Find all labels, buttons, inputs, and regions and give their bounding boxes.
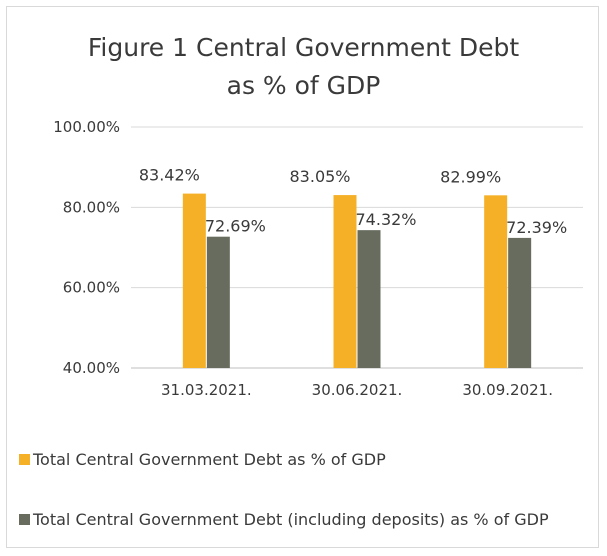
- y-tick-label: 60.00%: [63, 279, 120, 297]
- data-label: 72.39%: [506, 218, 567, 237]
- bar: [333, 195, 357, 368]
- legend-item-total-debt: Total Central Government Debt as % of GD…: [19, 449, 594, 470]
- chart-title: Figure 1 Central Government Debt as % of…: [87, 33, 520, 100]
- y-tick-label: 80.00%: [63, 198, 120, 216]
- data-label: 83.05%: [290, 167, 351, 186]
- bars: [182, 193, 532, 368]
- bar: [357, 230, 381, 368]
- legend-label-total-debt: Total Central Government Debt as % of GD…: [33, 450, 386, 469]
- x-tick-label: 30.06.2021.: [312, 381, 403, 399]
- legend-label-debt-including-deposits: Total Central Government Debt (including…: [33, 510, 549, 529]
- x-axis-ticks: 31.03.2021. 30.06.2021. 30.09.2021.: [161, 381, 553, 399]
- data-label: 74.32%: [356, 210, 417, 229]
- data-label: 72.69%: [205, 217, 266, 236]
- x-tick-label: 31.03.2021.: [161, 381, 252, 399]
- bar: [206, 236, 230, 368]
- y-tick-label: 100.00%: [53, 118, 120, 136]
- gridlines: [131, 126, 583, 369]
- data-label: 83.42%: [139, 166, 200, 185]
- legend-swatch-total-debt: [19, 454, 30, 465]
- bar: [182, 193, 206, 368]
- legend-item-debt-including-deposits: Total Central Government Debt (including…: [19, 509, 594, 530]
- y-axis-ticks: 100.00% 80.00% 60.00% 40.00%: [53, 118, 120, 377]
- y-tick-label: 40.00%: [63, 359, 120, 377]
- bar: [508, 237, 532, 368]
- data-labels: 83.42% 72.69% 83.05% 74.32% 82.99% 72.39%: [139, 166, 567, 237]
- data-label: 82.99%: [440, 167, 501, 186]
- x-tick-label: 30.09.2021.: [462, 381, 553, 399]
- bar: [484, 195, 508, 368]
- legend-swatch-debt-including-deposits: [19, 514, 30, 525]
